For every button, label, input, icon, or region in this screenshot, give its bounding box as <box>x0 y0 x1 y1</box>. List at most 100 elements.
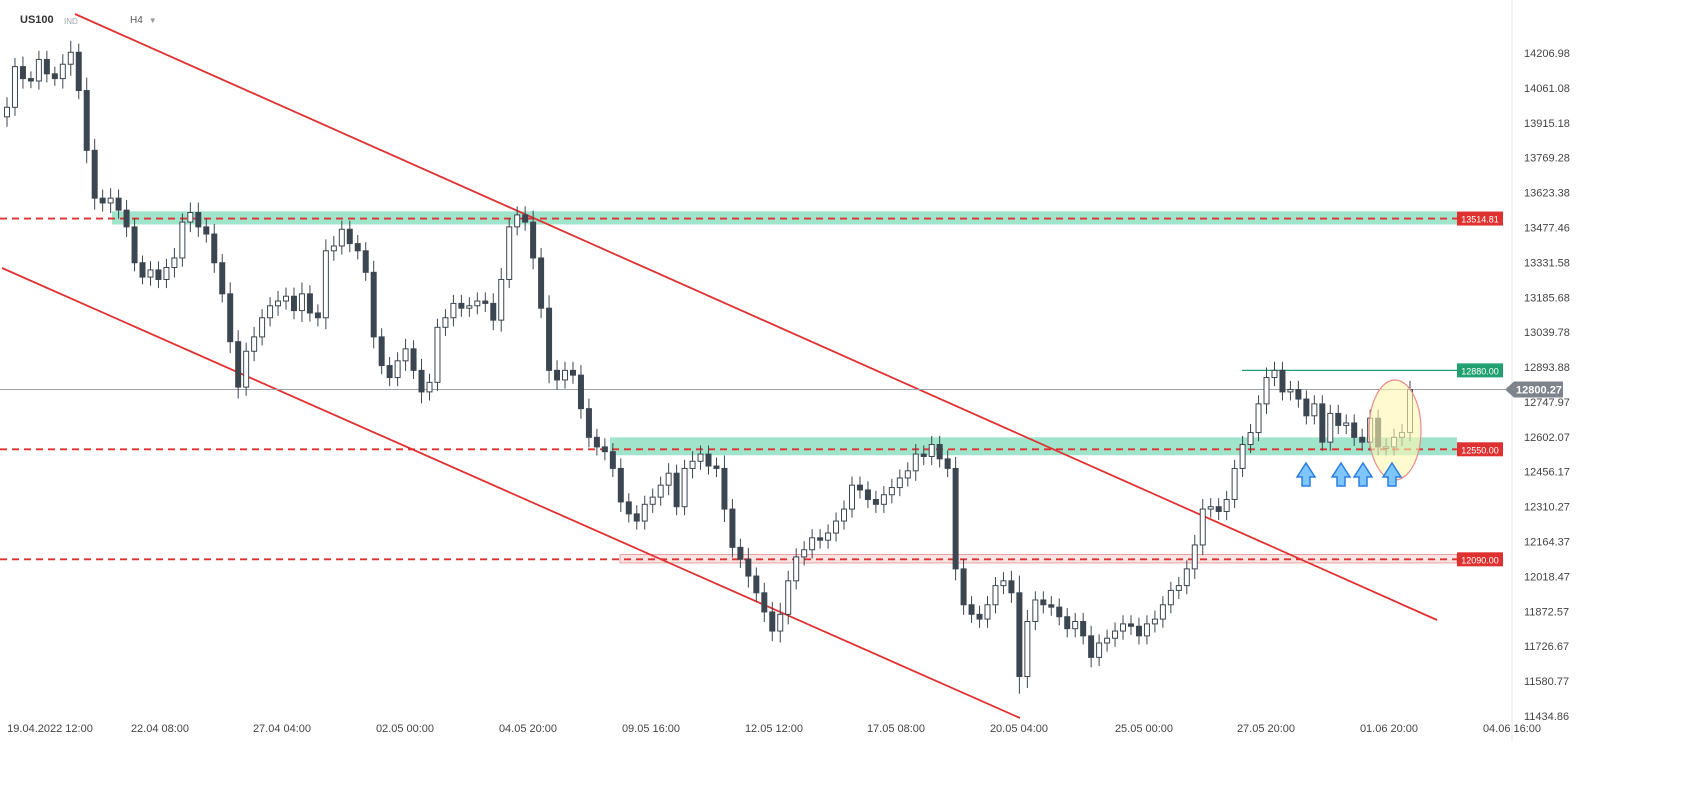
candle <box>1223 490 1230 521</box>
current-price-tag <box>1505 381 1563 398</box>
candle <box>219 254 226 303</box>
candle <box>4 97 10 127</box>
candle <box>1303 390 1310 425</box>
price-tick-label: 12747.97 <box>1524 397 1570 409</box>
time-tick-label: 25.05 00:00 <box>1115 723 1173 735</box>
candle <box>338 220 345 255</box>
candle <box>1247 423 1254 454</box>
candle <box>609 443 616 478</box>
candle <box>984 596 991 628</box>
candle <box>1096 634 1103 666</box>
candle <box>944 450 951 478</box>
candle <box>147 261 154 286</box>
candle <box>1000 572 1007 595</box>
price-tick-label: 11872.57 <box>1524 606 1569 618</box>
time-tick-label: 04.05 20:00 <box>499 723 557 735</box>
candle <box>522 206 529 231</box>
time-tick-label: 12.05 12:00 <box>745 723 803 735</box>
candle <box>1239 435 1246 478</box>
candle <box>386 356 393 387</box>
candle <box>418 358 425 404</box>
candle <box>793 548 800 590</box>
candle <box>1327 404 1334 451</box>
up-arrow-icon-0 <box>1295 461 1317 487</box>
candle <box>968 596 975 623</box>
current-price-label: 12800.27 <box>1516 384 1562 396</box>
candle <box>777 602 784 643</box>
candle <box>290 287 297 320</box>
up-arrow-icon-3 <box>1381 461 1403 487</box>
price-tick-label: 14061.08 <box>1524 83 1570 95</box>
time-tick-label: 22.04 08:00 <box>131 723 189 735</box>
candle <box>394 352 401 387</box>
time-tick-label: 04.06 16:00 <box>1483 723 1541 735</box>
candle <box>402 338 409 371</box>
candle <box>211 223 218 273</box>
candle <box>649 488 656 513</box>
price-tick-label: 11726.67 <box>1524 641 1569 653</box>
candle <box>1080 612 1087 645</box>
candle <box>466 297 473 317</box>
candle <box>705 445 712 475</box>
timeframe-selector[interactable]: H4 ▼ <box>130 15 157 26</box>
time-tick-label: 20.05 04:00 <box>990 723 1048 735</box>
candle <box>506 218 513 289</box>
candle <box>976 605 983 628</box>
level-label-bg-3 <box>1457 552 1503 567</box>
candle <box>673 464 680 516</box>
candle <box>203 218 210 243</box>
candle <box>107 188 114 213</box>
candle <box>641 495 648 530</box>
candle <box>27 71 34 89</box>
candle <box>410 340 417 379</box>
candle <box>330 235 337 261</box>
candle <box>314 304 321 327</box>
candle <box>434 318 441 391</box>
candle <box>960 558 967 615</box>
candle <box>1215 498 1222 521</box>
candle <box>769 601 776 642</box>
level-label-1: 12880.00 <box>1461 366 1499 376</box>
price-tick-label: 13185.68 <box>1524 292 1570 304</box>
candle <box>848 476 855 518</box>
candle <box>51 66 58 86</box>
candle <box>1040 591 1047 614</box>
candle <box>1072 612 1079 638</box>
candle <box>83 77 90 164</box>
candle <box>67 40 74 76</box>
candle <box>936 435 943 468</box>
candle <box>952 456 959 581</box>
highlight-ellipse <box>1368 379 1422 481</box>
candle <box>1199 499 1206 556</box>
time-tick-label: 02.05 00:00 <box>376 723 434 735</box>
candle <box>1295 380 1302 408</box>
candle <box>1207 498 1214 518</box>
candle <box>1359 428 1366 451</box>
chevron-down-icon: ▼ <box>148 16 157 25</box>
candle <box>593 428 600 456</box>
candle <box>904 462 911 487</box>
candle <box>35 50 42 90</box>
candle <box>163 258 170 289</box>
candle <box>841 500 848 530</box>
candle <box>817 529 824 549</box>
candle <box>1151 610 1158 633</box>
price-tick-label: 12164.37 <box>1524 537 1570 549</box>
candle <box>912 444 919 481</box>
instrument-type-label: IND <box>64 17 78 26</box>
candle <box>243 342 250 396</box>
price-tick-label: 12456.17 <box>1524 467 1570 479</box>
candle <box>354 235 361 260</box>
candle <box>896 469 903 497</box>
candle <box>1064 608 1071 638</box>
candle <box>195 202 202 237</box>
candle <box>585 398 592 448</box>
candle <box>992 577 999 614</box>
candle <box>1343 414 1350 434</box>
candle <box>1112 622 1119 647</box>
candle <box>1279 361 1286 401</box>
candle <box>657 476 664 506</box>
candle <box>928 435 935 466</box>
time-tick-label: 19.04.2022 12:00 <box>7 723 93 735</box>
